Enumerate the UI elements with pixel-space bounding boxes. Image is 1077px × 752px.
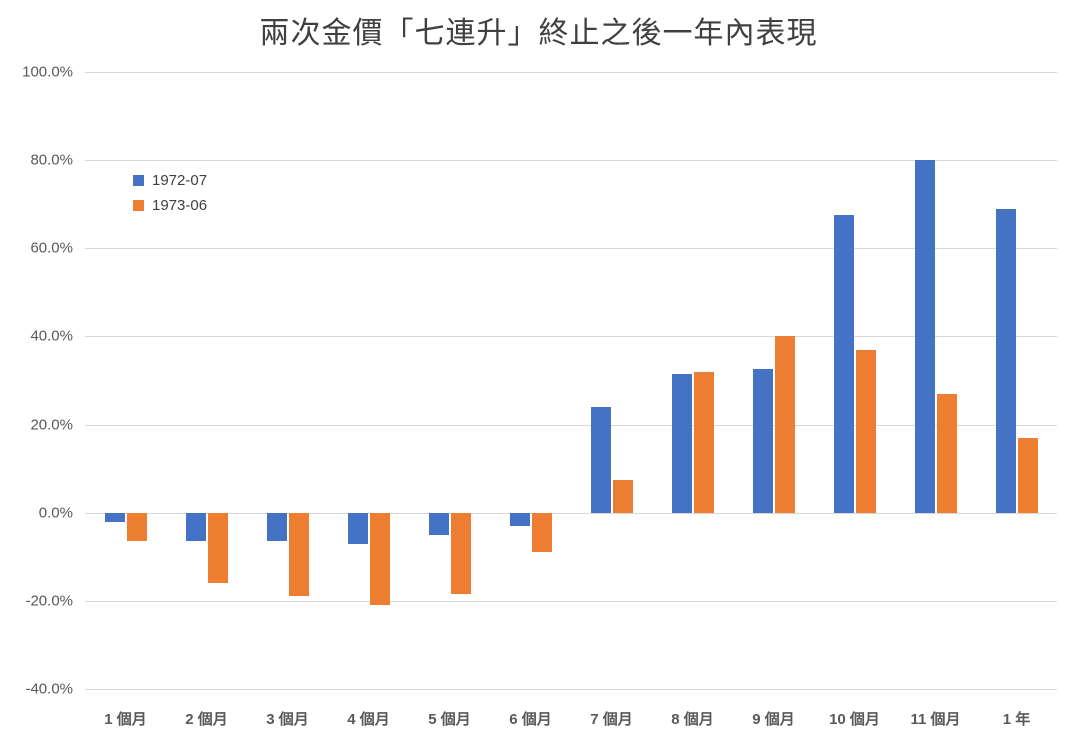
plot-area: 1972-07 1973-06 (85, 72, 1057, 690)
gridline (85, 600, 1057, 602)
legend-label: 1973-06 (152, 197, 208, 214)
chart-title: 兩次金價「七連升」終止之後一年內表現 (259, 17, 818, 50)
bar-1972-07-11 個月 (914, 160, 935, 513)
x-tick-label: 10 個月 (829, 711, 880, 728)
y-tick-label: 40.0% (30, 327, 73, 345)
bar-1973-06-4 個月 (369, 512, 390, 606)
bar-1972-07-8 個月 (671, 373, 692, 513)
bar-1973-06-9 個月 (774, 336, 795, 513)
x-tick-label: 7 個月 (590, 711, 633, 728)
x-tick-label: 1 年 (1002, 711, 1031, 728)
y-tick-label: -40.0% (25, 680, 73, 698)
legend-entry: 1972-07 (133, 172, 207, 189)
legend-swatch (133, 175, 144, 186)
x-tick-label: 1 個月 (104, 711, 147, 728)
bar-1973-06-11 個月 (936, 393, 957, 513)
x-tick-label: 5 個月 (428, 711, 471, 728)
bar-1973-06-1 個月 (126, 512, 147, 542)
x-tick-label: 3 個月 (266, 711, 309, 728)
bar-1973-06-6 個月 (531, 512, 552, 553)
bar-1973-06-3 個月 (288, 512, 309, 597)
legend-entry: 1973-06 (133, 197, 207, 214)
bar-1972-07-1 年 (995, 208, 1016, 513)
x-tick-label: 11 個月 (910, 711, 961, 728)
gridline (85, 336, 1057, 338)
legend: 1972-07 1973-06 (133, 172, 207, 214)
gridline (85, 689, 1057, 690)
bar-1972-07-2 個月 (185, 512, 206, 542)
x-axis-labels: 1 個月 2 個月 3 個月 4 個月 5 個月 6 個月 7 個月 8 個月 9 個月 10 個… (85, 700, 1057, 732)
bar-1973-06-10 個月 (855, 349, 876, 513)
bar-1972-07-7 個月 (590, 406, 611, 513)
y-tick-label: -20.0% (25, 592, 73, 610)
bar-1972-07-6 個月 (509, 512, 530, 526)
x-tick-label: 6 個月 (509, 711, 552, 728)
x-tick-label: 4 個月 (347, 711, 390, 728)
x-tick-label: 9 個月 (752, 711, 795, 728)
y-tick-label: 0.0% (38, 504, 73, 522)
bar-1972-07-1 個月 (104, 512, 125, 522)
gridline (85, 248, 1057, 250)
bar-1973-06-8 個月 (693, 371, 714, 513)
y-axis-labels: 100.0% 80.0% 60.0% 40.0% 20.0% 0.0% -20.0% -40.… (0, 64, 85, 698)
bar-1972-07-9 個月 (752, 369, 773, 513)
bar-1973-06-5 個月 (450, 512, 471, 595)
bar-1972-07-5 個月 (428, 512, 449, 535)
legend-swatch (133, 200, 144, 211)
bar-1973-06-2 個月 (207, 512, 228, 584)
gridline (85, 512, 1057, 514)
gridline (85, 160, 1057, 162)
bar-1973-06-1 年 (1017, 437, 1038, 513)
x-tick-label: 8 個月 (671, 711, 714, 728)
bar-1973-06-7 個月 (612, 479, 633, 513)
x-tick-label: 2 個月 (185, 711, 228, 728)
y-tick-label: 60.0% (30, 239, 73, 257)
legend-label: 1972-07 (152, 172, 208, 189)
bar-1972-07-3 個月 (266, 512, 287, 542)
bar-1972-07-4 個月 (347, 512, 368, 544)
y-tick-label: 20.0% (30, 416, 73, 434)
gridline (85, 72, 1057, 73)
y-tick-label: 80.0% (30, 151, 73, 169)
bar-1972-07-10 個月 (833, 215, 854, 513)
y-tick-label: 100.0% (22, 63, 73, 81)
gridline (85, 424, 1057, 426)
